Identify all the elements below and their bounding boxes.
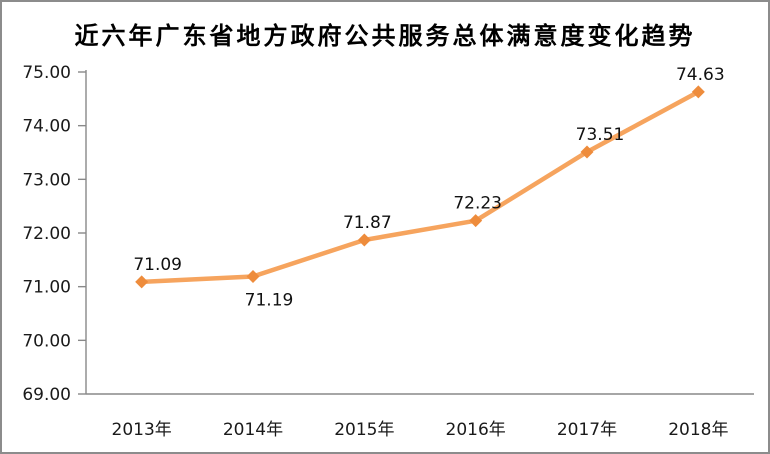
y-tick-label: 72.00 — [22, 224, 71, 244]
data-point-label: 72.23 — [453, 194, 502, 214]
x-tick-label: 2017年 — [557, 420, 617, 440]
data-point-marker — [135, 275, 149, 289]
y-tick-label: 74.00 — [22, 117, 71, 137]
chart-title: 近六年广东省地方政府公共服务总体满意度变化趋势 — [74, 24, 696, 50]
data-point-marker — [580, 145, 594, 159]
y-tick-label: 75.00 — [22, 63, 71, 83]
x-tick-label: 2018年 — [668, 420, 728, 440]
data-point-marker — [691, 85, 705, 99]
x-tick-label: 2013年 — [112, 420, 172, 440]
y-tick-label: 73.00 — [22, 170, 71, 190]
trend-line — [139, 89, 701, 285]
y-tick-label: 71.00 — [22, 278, 71, 298]
data-point-label: 74.63 — [676, 65, 725, 85]
x-tick-label: 2015年 — [334, 420, 394, 440]
data-point-label: 73.51 — [576, 125, 625, 145]
y-tick-label: 70.00 — [22, 331, 71, 351]
data-point-label: 71.09 — [133, 255, 182, 275]
x-tick-label: 2014年 — [223, 420, 283, 440]
data-point-marker — [469, 214, 483, 228]
data-point-label: 71.87 — [343, 213, 392, 233]
data-point-marker — [357, 233, 371, 247]
data-point-marker — [246, 269, 260, 283]
x-tick-label: 2016年 — [446, 420, 506, 440]
y-tick-label: 69.00 — [22, 385, 71, 405]
data-point-label: 71.19 — [245, 290, 294, 310]
